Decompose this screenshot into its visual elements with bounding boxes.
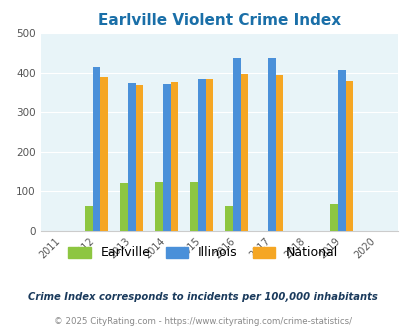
Bar: [197, 79, 205, 231]
Bar: [225, 206, 232, 231]
Bar: [93, 67, 100, 231]
Bar: [275, 75, 283, 231]
Bar: [337, 70, 345, 231]
Bar: [240, 74, 248, 231]
Bar: [155, 182, 162, 231]
Bar: [128, 83, 135, 231]
Bar: [232, 58, 240, 231]
Bar: [170, 82, 178, 231]
Bar: [135, 85, 143, 231]
Bar: [345, 81, 352, 231]
Text: © 2025 CityRating.com - https://www.cityrating.com/crime-statistics/: © 2025 CityRating.com - https://www.city…: [54, 317, 351, 326]
Bar: [120, 183, 128, 231]
Bar: [162, 84, 170, 231]
Bar: [329, 204, 337, 231]
Title: Earlville Violent Crime Index: Earlville Violent Crime Index: [98, 13, 340, 28]
Text: Crime Index corresponds to incidents per 100,000 inhabitants: Crime Index corresponds to incidents per…: [28, 292, 377, 302]
Bar: [267, 58, 275, 231]
Bar: [205, 79, 213, 231]
Legend: Earlville, Illinois, National: Earlville, Illinois, National: [68, 247, 337, 259]
Bar: [85, 207, 93, 231]
Bar: [100, 77, 108, 231]
Bar: [190, 182, 197, 231]
